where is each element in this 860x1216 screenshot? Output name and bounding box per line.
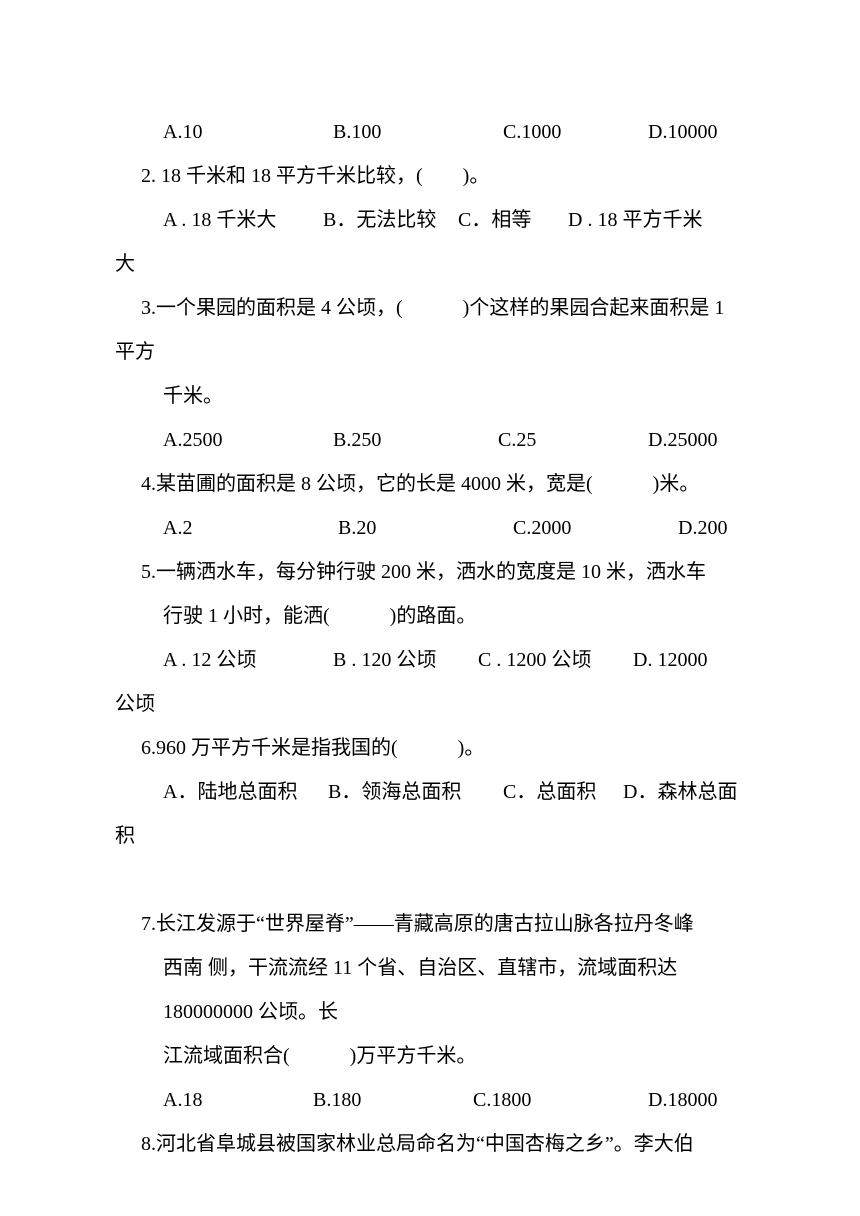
q4-option-b: B.20 — [338, 506, 513, 550]
q1-options-row: A.10 B.100 C.1000 D.10000 — [115, 110, 745, 154]
q5-options-row: A . 12 公顷 B . 120 公顷 C . 1200 公顷 D. 1200… — [115, 638, 745, 682]
q7-option-c: C.1800 — [473, 1078, 648, 1122]
q5-option-d: D. 12000 — [633, 638, 707, 682]
q3-option-b: B.250 — [333, 418, 498, 462]
q7-text: 7.长江发源于“世界屋脊”——青藏高原的唐古拉山脉各拉丹冬峰 — [115, 902, 745, 946]
q5-option-b: B . 120 公顷 — [333, 638, 478, 682]
q4-option-c: C.2000 — [513, 506, 678, 550]
q1-option-c: C.1000 — [503, 110, 648, 154]
q5-option-a: A . 12 公顷 — [163, 638, 333, 682]
q7-option-a: A.18 — [163, 1078, 313, 1122]
q4-options-row: A.2 B.20 C.2000 D.200 — [115, 506, 745, 550]
q2-option-d: D . 18 平方千米 — [568, 198, 702, 242]
q6-option-b: B．领海总面积 — [328, 770, 503, 814]
q2-overflow: 大 — [115, 242, 745, 286]
q3-line2: 千米。 — [115, 374, 745, 418]
q5-text: 5.一辆洒水车，每分钟行驶 200 米，洒水的宽度是 10 米，洒水车 — [115, 550, 745, 594]
q6-options-row: A．陆地总面积 B．领海总面积 C．总面积 D．森林总面 — [115, 770, 745, 814]
q6-option-d: D．森林总面 — [623, 770, 737, 814]
q2-option-a: A . 18 千米大 — [163, 198, 323, 242]
q7-line4: 江流域面积合( )万平方千米。 — [115, 1034, 745, 1078]
q4-option-d: D.200 — [678, 506, 727, 550]
q3-text: 3.一个果园的面积是 4 公顷，( )个这样的果园合起来面积是 1 — [115, 286, 745, 330]
q5-option-c: C . 1200 公顷 — [478, 638, 633, 682]
q7-option-b: B.180 — [313, 1078, 473, 1122]
q2-text: 2. 18 千米和 18 平方千米比较，( )。 — [115, 154, 745, 198]
q4-text: 4.某苗圃的面积是 8 公顷，它的长是 4000 米，宽是( )米。 — [115, 462, 745, 506]
blank-line — [115, 858, 745, 902]
q1-option-d: D.10000 — [648, 110, 717, 154]
q6-option-c: C．总面积 — [503, 770, 623, 814]
q1-option-b: B.100 — [333, 110, 503, 154]
q2-options-row: A . 18 千米大 B．无法比较 C．相等 D . 18 平方千米 — [115, 198, 745, 242]
q3-options-row: A.2500 B.250 C.25 D.25000 — [115, 418, 745, 462]
q2-option-c: C．相等 — [458, 198, 568, 242]
q2-option-b: B．无法比较 — [323, 198, 458, 242]
q5-overflow: 公顷 — [115, 682, 745, 726]
q7-line3: 180000000 公顷。长 — [115, 990, 745, 1034]
q6-option-a: A．陆地总面积 — [163, 770, 328, 814]
q8-text: 8.河北省阜城县被国家林业总局命名为“中国杏梅之乡”。李大伯 — [115, 1122, 745, 1166]
q7-options-row: A.18 B.180 C.1800 D.18000 — [115, 1078, 745, 1122]
q3-option-c: C.25 — [498, 418, 648, 462]
q3-overflow: 平方 — [115, 330, 745, 374]
q6-overflow: 积 — [115, 814, 745, 858]
q1-option-a: A.10 — [163, 110, 333, 154]
q7-option-d: D.18000 — [648, 1078, 717, 1122]
q4-option-a: A.2 — [163, 506, 338, 550]
q5-line2: 行驶 1 小时，能洒( )的路面。 — [115, 594, 745, 638]
q3-option-d: D.25000 — [648, 418, 717, 462]
q6-text: 6.960 万平方千米是指我国的( )。 — [115, 726, 745, 770]
q3-option-a: A.2500 — [163, 418, 333, 462]
q7-line2: 西南 侧，干流流经 11 个省、自治区、直辖市，流域面积达 — [115, 946, 745, 990]
